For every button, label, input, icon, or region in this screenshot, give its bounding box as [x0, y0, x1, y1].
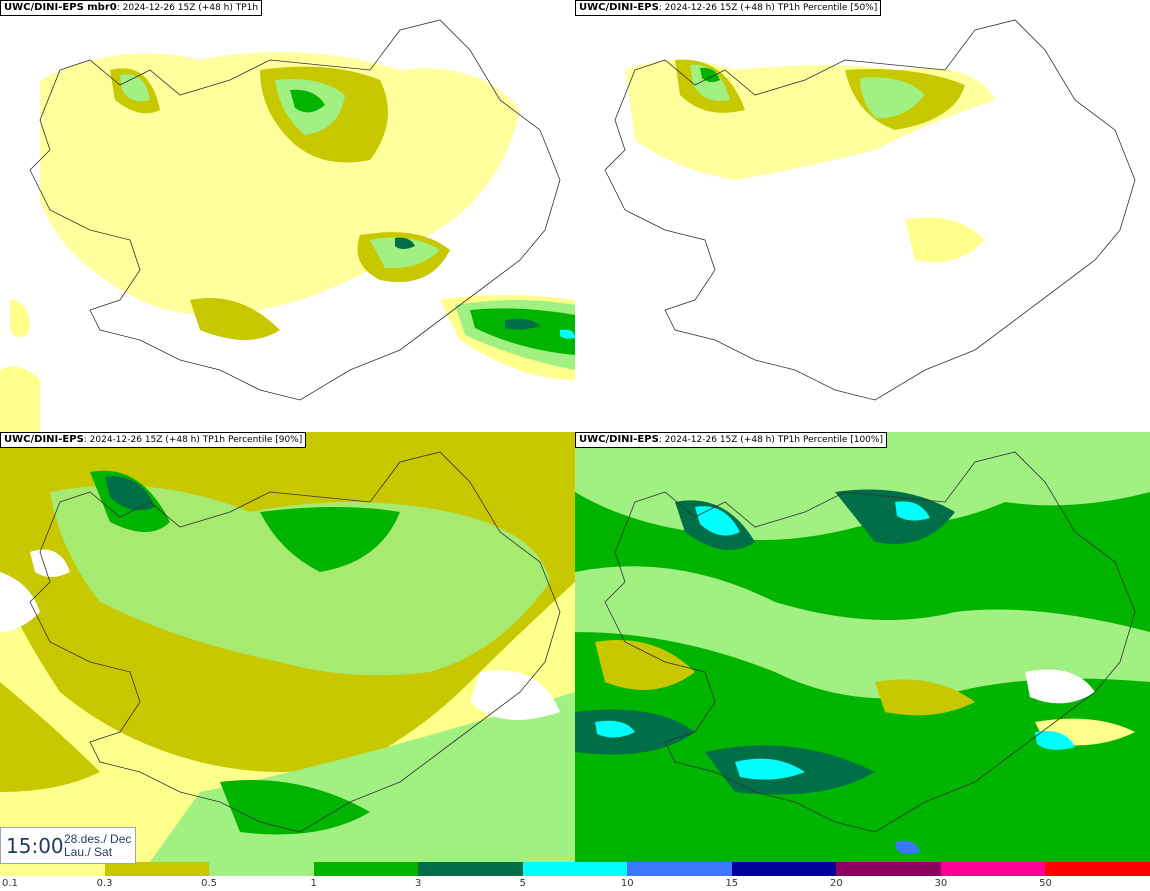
iceland-coastline [29, 19, 561, 401]
legend-swatch [731, 862, 837, 876]
map-panel-mbr0: UWC/DINI-EPS mbr0: 2024-12-26 15Z (+48 h… [0, 0, 575, 432]
map-panel-p90: UWC/DINI-EPS: 2024-12-26 15Z (+48 h) TP1… [0, 432, 575, 862]
iceland-coastline [604, 19, 1136, 401]
legend-swatch [1045, 862, 1150, 876]
panel-title-p100: UWC/DINI-EPS: 2024-12-26 15Z (+48 h) TP1… [575, 432, 887, 448]
iceland-coastline [604, 451, 1136, 833]
legend-label: 1 [310, 878, 317, 889]
legend-label: 3 [414, 878, 422, 889]
valid-time-box: 15:00 28.des./ Dec Lau./ Sat [0, 827, 136, 864]
precip-shading [0, 52, 575, 432]
legend-swatch [313, 862, 419, 876]
valid-time-clock: 15:00 [6, 833, 64, 858]
panel-title-p50: UWC/DINI-EPS: 2024-12-26 15Z (+48 h) TP1… [575, 0, 882, 16]
legend-swatch [104, 862, 210, 876]
iceland-coastline [29, 451, 561, 833]
precip-shading [575, 432, 1150, 855]
precip-color-legend: 0.1 0.3 0.5 1 3 5 10 15 20 30 50 [0, 862, 1150, 891]
legend-swatch [940, 862, 1046, 876]
valid-date-line1: 28.des./ Dec [64, 831, 132, 846]
legend-swatch [522, 862, 628, 876]
precip-map-p100 [575, 432, 1150, 855]
legend-label: 5 [519, 878, 526, 889]
legend-label: 30 [934, 878, 948, 889]
panel-title-mbr0: UWC/DINI-EPS mbr0: 2024-12-26 15Z (+48 h… [0, 0, 263, 16]
legend-label: 0.5 [201, 878, 218, 889]
valid-time-date: 28.des./ Dec Lau./ Sat [64, 831, 132, 859]
panel-title-p90: UWC/DINI-EPS: 2024-12-26 15Z (+48 h) TP1… [0, 432, 307, 448]
precip-shading [0, 432, 575, 862]
legend-label: 15 [725, 878, 739, 889]
valid-date-line2: Lau./ Sat [64, 844, 113, 859]
legend-label: 10 [620, 878, 634, 889]
precip-map-p50 [604, 19, 1136, 401]
precip-shading [625, 59, 995, 263]
legend-label: 50 [1039, 878, 1052, 889]
legend-swatch [209, 862, 314, 876]
legend-label: 20 [829, 878, 843, 889]
precip-map-p90 [0, 432, 575, 862]
legend-swatch [836, 862, 941, 876]
legend-color-bar [0, 862, 1150, 876]
legend-swatch [418, 862, 523, 876]
legend-label: 0.3 [96, 878, 113, 889]
map-panel-p50: UWC/DINI-EPS: 2024-12-26 15Z (+48 h) TP1… [575, 0, 1150, 432]
map-panel-p100: UWC/DINI-EPS: 2024-12-26 15Z (+48 h) TP1… [575, 432, 1150, 862]
legend-swatch [627, 862, 732, 876]
legend-label: 0.1 [2, 878, 18, 889]
legend-swatch [0, 862, 105, 876]
precip-map-mbr0 [0, 19, 575, 432]
